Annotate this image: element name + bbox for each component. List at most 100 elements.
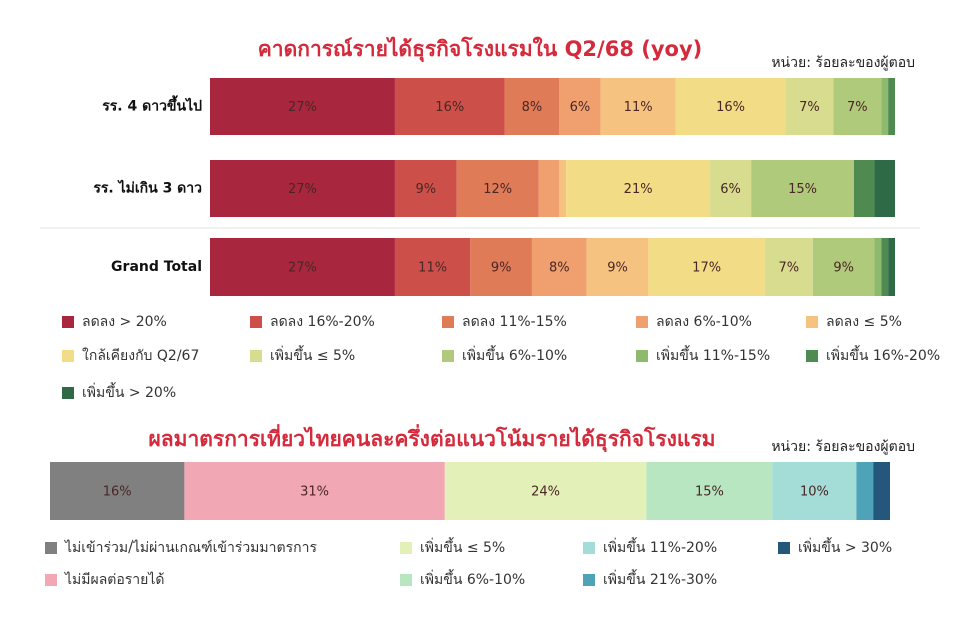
legend-label: เพิ่มขึ้น 11%-15%	[656, 345, 770, 364]
bar-segment	[772, 462, 857, 520]
bar-segment	[833, 78, 882, 135]
data-label: 7%	[847, 100, 868, 115]
chart-title: คาดการณ์รายได้ธุรกิจโรงแรมใน Q2/68 (yoy)	[258, 36, 703, 63]
legend-swatch	[400, 574, 412, 586]
data-label: 16%	[716, 100, 745, 115]
data-label: 27%	[288, 261, 317, 276]
legend-swatch	[62, 316, 74, 328]
bar-segment	[751, 160, 854, 217]
bar-segment	[559, 78, 601, 135]
bar-segment	[184, 462, 445, 520]
legend-label: เพิ่มขึ้น 6%-10%	[462, 345, 567, 364]
legend-label: เพิ่มขึ้น 6%-10%	[420, 569, 525, 588]
bar-segment	[456, 160, 539, 217]
data-label: 11%	[624, 100, 653, 115]
data-label: 15%	[788, 182, 817, 197]
legend-swatch	[442, 350, 454, 362]
bar-segment	[856, 462, 874, 520]
chart-title: ผลมาตรการเที่ยวไทยคนละครึ่งต่อแนวโน้มราย…	[148, 423, 715, 453]
data-label: 10%	[800, 485, 829, 500]
legend-swatch	[806, 350, 818, 362]
data-label: 9%	[833, 261, 854, 276]
bar-segment	[675, 78, 786, 135]
category-label: Grand Total	[111, 259, 202, 275]
bar-segment	[648, 238, 765, 296]
data-label: 9%	[607, 261, 628, 276]
legend-swatch	[636, 316, 648, 328]
bar-segment	[470, 238, 532, 296]
data-label: 17%	[692, 261, 721, 276]
data-label: 16%	[103, 485, 132, 500]
bar-segment	[394, 160, 457, 217]
legend-label: ใกล้เคียงกับ Q2/67	[82, 347, 199, 364]
legend-swatch	[250, 350, 262, 362]
legend-swatch	[400, 542, 412, 554]
unit-note: หน่วย: ร้อยละของผู้ตอบ	[771, 439, 915, 455]
bar-segment	[785, 78, 834, 135]
bar-segment	[50, 462, 185, 520]
bar-segment	[210, 160, 395, 217]
legend-swatch	[806, 316, 818, 328]
bar-segment	[764, 238, 813, 296]
data-label: 9%	[415, 182, 436, 197]
bar-segment	[559, 160, 567, 217]
legend-label: ไม่เข้าร่วม/ไม่ผ่านเกณฑ์เข้าร่วมมาตรการ	[64, 539, 317, 556]
bar-segment	[538, 160, 560, 217]
data-label: 11%	[418, 261, 447, 276]
bar-segment	[888, 238, 895, 296]
bar-segment	[444, 462, 647, 520]
bar-segment	[210, 78, 395, 135]
bar-segment	[874, 160, 895, 217]
bar-segment	[394, 238, 471, 296]
bar-segment	[531, 238, 587, 296]
data-label: 15%	[695, 485, 724, 500]
legend-label: ไม่มีผลต่อรายได้	[64, 571, 165, 588]
legend-swatch	[636, 350, 648, 362]
legend-label: เพิ่มขึ้น ≤ 5%	[270, 345, 355, 364]
data-label: 8%	[522, 100, 543, 115]
bar-segment	[874, 238, 882, 296]
data-label: 12%	[483, 182, 512, 197]
data-label: 24%	[531, 485, 560, 500]
bar-segment	[504, 78, 560, 135]
legend-swatch	[442, 316, 454, 328]
data-label: 6%	[720, 182, 741, 197]
bar-segment	[881, 78, 889, 135]
data-label: 7%	[779, 261, 800, 276]
data-label: 16%	[435, 100, 464, 115]
bar-segment	[873, 462, 890, 520]
data-label: 27%	[288, 100, 317, 115]
bar-segment	[586, 238, 649, 296]
bar-segment	[888, 78, 895, 135]
data-label: 31%	[300, 485, 329, 500]
legend-swatch	[45, 574, 57, 586]
data-label: 9%	[491, 261, 512, 276]
bar-segment	[812, 238, 875, 296]
legend-label: เพิ่มขึ้น 21%-30%	[603, 569, 717, 588]
legend-swatch	[583, 542, 595, 554]
bar-segment	[210, 238, 395, 296]
bar-segment	[600, 78, 676, 135]
data-label: 6%	[570, 100, 591, 115]
legend-swatch	[45, 542, 57, 554]
legend-swatch	[250, 316, 262, 328]
bar-segment	[566, 160, 711, 217]
data-label: 7%	[799, 100, 820, 115]
legend-label: เพิ่มขึ้น 16%-20%	[826, 345, 940, 364]
legend-label: ลดลง 6%-10%	[656, 314, 752, 330]
legend-swatch	[62, 350, 74, 362]
legend-label: ลดลง ≤ 5%	[826, 314, 902, 330]
bar-segment	[710, 160, 752, 217]
unit-note: หน่วย: ร้อยละของผู้ตอบ	[771, 55, 915, 71]
legend-label: เพิ่มขึ้น > 20%	[82, 382, 176, 401]
legend-label: ลดลง 11%-15%	[462, 314, 567, 330]
data-label: 21%	[624, 182, 653, 197]
legend-swatch	[583, 574, 595, 586]
data-label: 27%	[288, 182, 317, 197]
category-label: รร. ไม่เกิน 3 ดาว	[93, 179, 202, 197]
legend-label: เพิ่มขึ้น ≤ 5%	[420, 537, 505, 556]
legend-swatch	[62, 387, 74, 399]
legend-label: เพิ่มขึ้น 11%-20%	[603, 537, 717, 556]
data-label: 8%	[549, 261, 570, 276]
